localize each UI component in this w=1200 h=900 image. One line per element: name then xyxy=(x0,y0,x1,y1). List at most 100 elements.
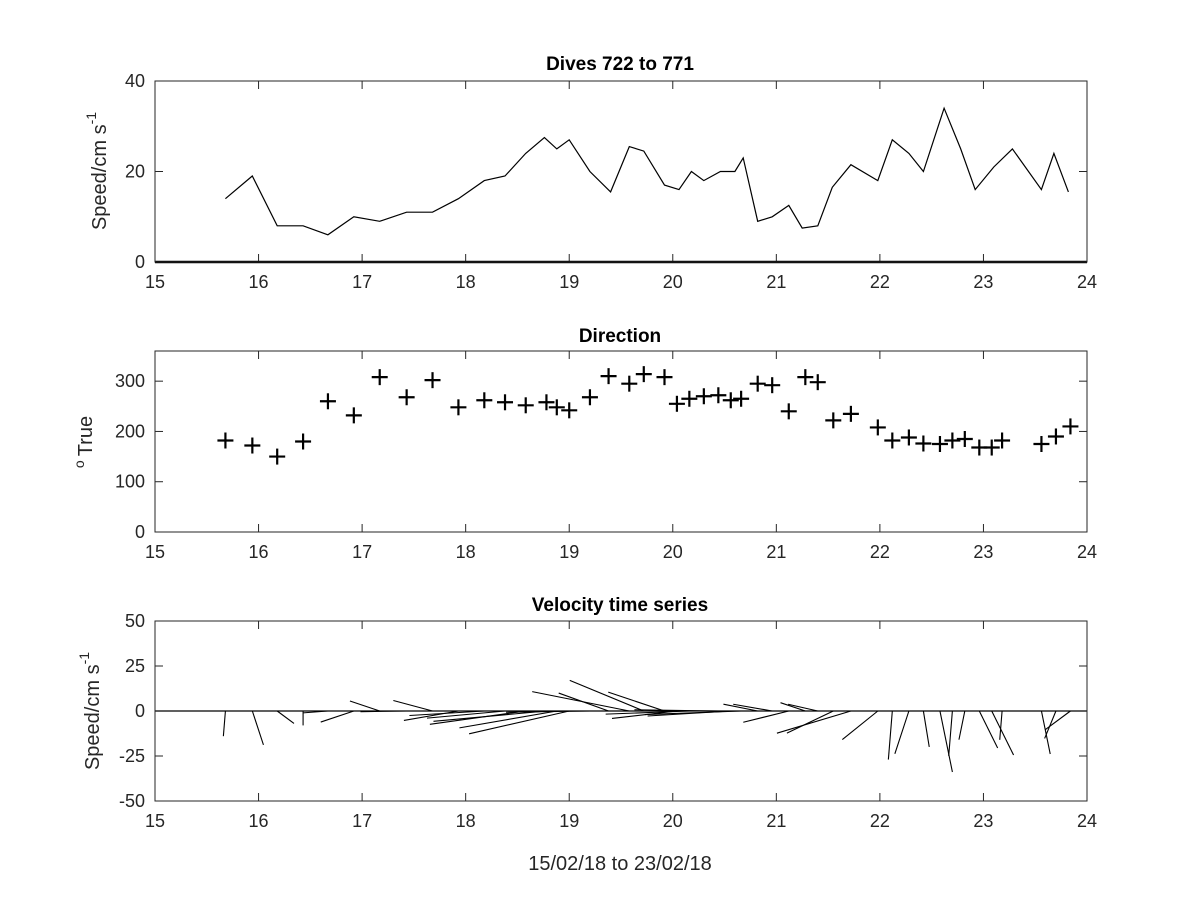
direction-point xyxy=(983,439,1000,456)
x-tick-label: 21 xyxy=(766,542,786,562)
direction-point xyxy=(424,372,441,389)
velocity-panel-ylabel-text: Speed/cm s xyxy=(82,664,104,770)
velocity-stick xyxy=(780,702,806,712)
y-tick-label: 25 xyxy=(125,656,145,676)
velocity-stick xyxy=(349,700,380,712)
direction-point xyxy=(600,368,617,385)
x-tick-label: 23 xyxy=(973,542,993,562)
velocity-stick xyxy=(999,710,1003,740)
direction-point xyxy=(695,388,712,405)
x-tick-label: 16 xyxy=(249,542,269,562)
direction-point xyxy=(900,429,917,446)
direction-point xyxy=(797,369,814,386)
x-tick-label: 15 xyxy=(145,272,165,292)
velocity-stick xyxy=(409,710,485,717)
velocity-stick xyxy=(922,710,930,748)
velocity-stick xyxy=(723,703,758,712)
direction-point xyxy=(915,435,932,452)
direction-point xyxy=(869,419,886,436)
velocity-stick xyxy=(634,709,719,712)
speed-panel: Dives 722 to 771 Speed/cm s-1 15 16 17 18 19… xyxy=(83,54,1097,292)
direction-panel-title: Direction xyxy=(579,326,661,347)
x-tick-label: 19 xyxy=(559,811,579,831)
x-tick-label: 24 xyxy=(1077,542,1097,562)
direction-point xyxy=(780,403,797,420)
direction-point xyxy=(749,375,766,392)
velocity-stick xyxy=(569,679,644,712)
direction-point xyxy=(517,397,534,414)
direction-point xyxy=(825,412,842,429)
direction-point xyxy=(269,448,286,465)
x-tick-label: 22 xyxy=(870,542,890,562)
velocity-stick xyxy=(222,710,226,737)
velocity-stick xyxy=(1044,710,1071,731)
velocity-stick xyxy=(505,710,590,713)
x-tick-label: 21 xyxy=(766,811,786,831)
x-tick-label: 19 xyxy=(559,542,579,562)
velocity-stick xyxy=(1044,710,1057,739)
direction-point xyxy=(345,407,362,424)
x-tick-label: 24 xyxy=(1077,272,1097,292)
direction-panel-ylabel-text: True xyxy=(75,416,97,456)
velocity-stick xyxy=(276,710,295,724)
direction-point xyxy=(681,390,698,407)
y-tick-label: 200 xyxy=(115,421,145,441)
direction-point xyxy=(450,399,467,416)
x-tick-label: 24 xyxy=(1077,811,1097,831)
direction-point xyxy=(710,387,727,404)
direction-panel-axes xyxy=(154,350,1088,533)
y-tick-label: 100 xyxy=(115,472,145,492)
velocity-stick xyxy=(433,710,547,722)
direction-point xyxy=(581,389,598,406)
velocity-stick xyxy=(958,710,966,740)
velocity-stick xyxy=(251,710,264,746)
velocity-stick xyxy=(426,710,506,719)
velocity-stick xyxy=(608,691,665,712)
svg-text:Speed/cm s-1: Speed/cm s-1 xyxy=(83,112,111,230)
direction-point xyxy=(733,390,750,407)
direction-point xyxy=(398,389,415,406)
direction-point xyxy=(295,433,312,450)
direction-point xyxy=(722,392,739,409)
x-tick-label: 23 xyxy=(973,811,993,831)
velocity-panel-xlabel: 15/02/18 to 23/02/18 xyxy=(528,853,712,875)
x-tick-label: 18 xyxy=(456,542,476,562)
svg-text:Speed/cm s-1: Speed/cm s-1 xyxy=(76,652,104,770)
x-tick-label: 19 xyxy=(559,272,579,292)
x-tick-label: 20 xyxy=(663,542,683,562)
x-tick-label: 15 xyxy=(145,542,165,562)
speed-panel-ylabel-sup: -1 xyxy=(83,112,99,125)
direction-point xyxy=(217,432,234,449)
velocity-panel-title: Velocity time series xyxy=(532,595,708,616)
x-tick-label: 22 xyxy=(870,272,890,292)
velocity-stick xyxy=(320,710,355,723)
velocity-stick xyxy=(787,703,818,712)
x-tick-label: 21 xyxy=(766,272,786,292)
velocity-stick xyxy=(894,710,910,754)
x-tick-label: 18 xyxy=(456,811,476,831)
x-tick-label: 16 xyxy=(249,811,269,831)
direction-point xyxy=(842,405,859,422)
x-tick-label: 17 xyxy=(352,272,372,292)
direction-point xyxy=(764,377,781,394)
y-tick-label: 20 xyxy=(125,162,145,182)
x-tick-label: 20 xyxy=(663,272,683,292)
velocity-stick xyxy=(991,710,1015,756)
direction-point xyxy=(319,393,336,410)
velocity-stick xyxy=(393,699,433,712)
velocity-stick xyxy=(786,710,834,734)
direction-point xyxy=(1062,418,1079,435)
velocity-stick xyxy=(939,710,953,773)
velocity-stick xyxy=(841,710,879,741)
direction-point xyxy=(1047,428,1064,445)
direction-point xyxy=(371,369,388,386)
direction-point xyxy=(668,395,685,412)
velocity-panel: Velocity time series Speed/cm s-1 15/02/… xyxy=(76,595,1097,875)
y-tick-label: -50 xyxy=(119,791,145,811)
direction-point xyxy=(621,375,638,392)
velocity-stick xyxy=(776,710,852,734)
y-tick-label: 0 xyxy=(135,252,145,272)
direction-point xyxy=(931,436,948,453)
y-tick-label: 40 xyxy=(125,71,145,91)
